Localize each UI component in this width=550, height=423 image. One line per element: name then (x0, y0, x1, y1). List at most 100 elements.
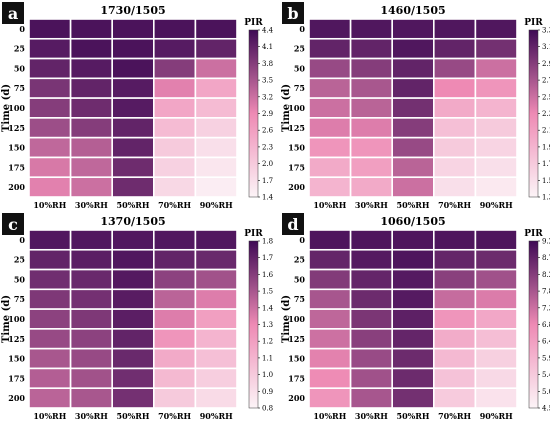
y-tick-label: 0 (19, 235, 25, 245)
heatmap-cell (111, 288, 155, 310)
colorbar-tick-label: 5.0 (542, 388, 550, 396)
y-tick-label: 200 (288, 182, 305, 192)
colorbar-tick-label: 1.6 (262, 271, 274, 279)
heatmap-cell (194, 57, 238, 80)
y-tick-label: 200 (288, 393, 305, 403)
y-tick-label: 100 (8, 314, 25, 324)
heatmap-cell (433, 37, 477, 60)
heatmap-cell (69, 136, 113, 159)
y-tick-label: 25 (294, 255, 305, 265)
heatmap-cell (111, 97, 155, 119)
y-tick-label: 150 (288, 143, 305, 153)
heatmap-cell (153, 117, 197, 139)
colorbar-tick-label: 3.5 (262, 77, 273, 85)
heatmap-cell (111, 77, 155, 99)
y-tick-label: 75 (294, 83, 305, 93)
heatmap-cell (28, 347, 72, 370)
heatmap-cell (28, 268, 72, 291)
heatmap-cell (433, 308, 477, 330)
y-tick-label: 50 (294, 274, 306, 284)
heatmap-cell (111, 156, 155, 179)
heatmap-cell (474, 136, 518, 159)
colorbar-tick-label: 2.1 (542, 127, 550, 135)
colorbar-label: PIR (524, 18, 543, 28)
panel-label-box (282, 2, 304, 24)
heatmap-cell (474, 268, 518, 291)
heatmap-cell (349, 176, 393, 198)
colorbar-tick-label: 4.4 (262, 27, 274, 35)
x-tick-label: 70%RH (158, 200, 191, 210)
heatmap-panel-c: c 1370/1505 0 25 50 75 100 125 150 175 200 10%RH 30%… (1, 213, 274, 421)
colorbar-tick-label: 1.5 (542, 177, 550, 185)
heatmap-cell (69, 367, 113, 390)
heatmap-cell (28, 328, 72, 350)
heatmap-cell (153, 77, 197, 99)
heatmap-cell (111, 387, 155, 409)
x-tick-label: 10%RH (313, 411, 346, 421)
heatmap-cell (111, 176, 155, 198)
heatmap-cell (391, 268, 435, 291)
colorbar-tick-label: 0.9 (262, 388, 273, 396)
heatmap-cell (474, 248, 518, 271)
heatmap-cell (474, 18, 518, 40)
heatmap-cell (308, 288, 352, 310)
colorbar-tick-label: 3.3 (542, 27, 550, 35)
panel-label-box (2, 213, 24, 235)
x-tick-label: 90%RH (200, 411, 233, 421)
heatmap-cell (391, 18, 435, 40)
heatmap-cell (28, 176, 72, 198)
colorbar (248, 240, 259, 409)
heatmap-cell (28, 288, 72, 310)
heatmap-cell (474, 367, 518, 390)
heatmap-cell (433, 156, 477, 179)
heatmap-cell (308, 387, 352, 409)
heatmap-cell (153, 229, 197, 251)
heatmap-cell (153, 248, 197, 271)
colorbar-tick-label: 2.5 (542, 93, 550, 101)
heatmap-cell (474, 176, 518, 198)
panel-label: a (8, 4, 18, 23)
heatmap-cell (153, 367, 197, 390)
y-tick-label: 125 (288, 334, 305, 344)
panel-title: 1460/1505 (380, 4, 445, 17)
heatmap-cell (349, 248, 393, 271)
y-tick-label: 0 (299, 235, 305, 245)
panel-label: c (8, 215, 18, 234)
heatmap-cell (308, 57, 352, 80)
x-tick-label: 50%RH (117, 411, 150, 421)
heatmap-cell (349, 97, 393, 119)
heatmap-cell (69, 308, 113, 330)
y-tick-label: 200 (8, 182, 25, 192)
y-tick-label: 150 (8, 354, 25, 364)
heatmap-cell (474, 288, 518, 310)
x-tick-label: 70%RH (158, 411, 191, 421)
heatmap-cell (153, 97, 197, 119)
heatmap-panel-d: d 1060/1505 0 25 50 75 100 125 150 175 200 10%RH 30%… (281, 213, 550, 421)
y-tick-label: 75 (14, 294, 25, 304)
heatmap-cell (28, 367, 72, 390)
heatmap-cell (391, 308, 435, 330)
heatmap-cell (153, 387, 197, 409)
heatmap-cell (153, 176, 197, 198)
y-tick-label: 75 (14, 83, 25, 93)
heatmap-cell (153, 18, 197, 40)
colorbar-tick-label: 7.3 (542, 304, 550, 312)
heatmap-cell (69, 18, 113, 40)
y-tick-label: 100 (8, 103, 25, 113)
heatmap-cell (349, 347, 393, 370)
heatmap-cell (391, 37, 435, 60)
heatmap-cell (308, 229, 352, 251)
heatmap-cell (433, 347, 477, 370)
colorbar-tick-label: 6.4 (542, 338, 550, 346)
x-tick-label: 90%RH (480, 200, 513, 210)
heatmap-cell (69, 248, 113, 271)
colorbar-tick-label: 1.8 (262, 238, 273, 246)
heatmap-cell (28, 229, 72, 251)
heatmap-cell (349, 288, 393, 310)
heatmap-cell (474, 97, 518, 119)
heatmap-cell (433, 387, 477, 409)
heatmap-cell (111, 248, 155, 271)
heatmap-cell (474, 347, 518, 370)
heatmap-panel-a: a 1730/1505 0 25 50 75 100 125 150 175 200 10%RH 30%… (1, 2, 274, 210)
y-axis-label: Time (d) (1, 84, 12, 132)
